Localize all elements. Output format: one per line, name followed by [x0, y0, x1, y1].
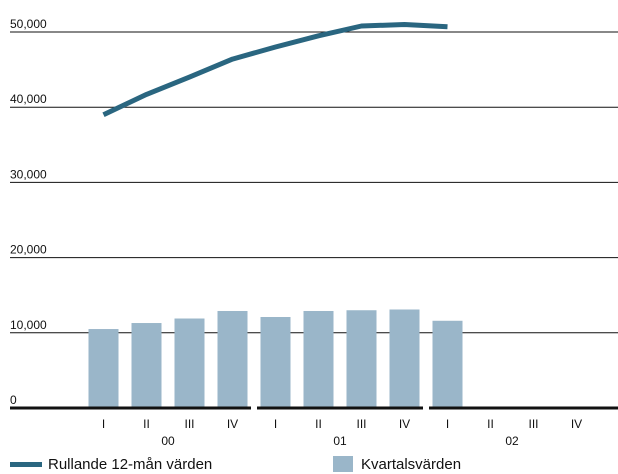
year-label: 02 — [505, 434, 519, 448]
x-tick-label: IV — [571, 417, 582, 431]
legend-line-swatch — [10, 461, 42, 467]
bar — [389, 309, 420, 408]
bar — [346, 310, 377, 408]
legend-item-bar: Kvartalsvärden — [333, 454, 461, 474]
x-tick-label: III — [528, 417, 538, 431]
bar — [88, 329, 119, 408]
y-tick-label: 30,000 — [10, 167, 47, 181]
line-series — [102, 22, 448, 117]
year-label: 00 — [161, 434, 175, 448]
year-label: 01 — [333, 434, 347, 448]
x-tick-label: IV — [399, 417, 410, 431]
y-tick-label: 10,000 — [10, 318, 47, 332]
x-tick-label: II — [487, 417, 494, 431]
x-tick-label: I — [446, 417, 449, 431]
x-tick-label: I — [102, 417, 105, 431]
bar — [217, 310, 248, 408]
x-tick-label: II — [315, 417, 322, 431]
legend-bar-swatch — [333, 456, 353, 472]
legend-label-line: Rullande 12-mån värden — [48, 455, 213, 473]
y-tick-label: 20,000 — [10, 243, 47, 257]
x-tick-label: I — [274, 417, 277, 431]
bar — [303, 310, 334, 408]
x-tick-label: III — [184, 417, 194, 431]
legend-label-bar: Kvartalsvärden — [361, 455, 462, 473]
bar — [432, 320, 463, 408]
y-tick-label: 50,000 — [10, 17, 47, 31]
bar — [174, 318, 205, 408]
y-tick-label: 0 — [10, 393, 17, 407]
legend-item-line: Rullande 12-mån värden — [10, 454, 212, 474]
bar — [260, 317, 291, 408]
y-tick-label: 40,000 — [10, 92, 47, 106]
x-tick-label: IV — [227, 417, 238, 431]
bar — [131, 323, 162, 408]
x-tick-label: II — [143, 417, 150, 431]
x-tick-label: III — [356, 417, 366, 431]
